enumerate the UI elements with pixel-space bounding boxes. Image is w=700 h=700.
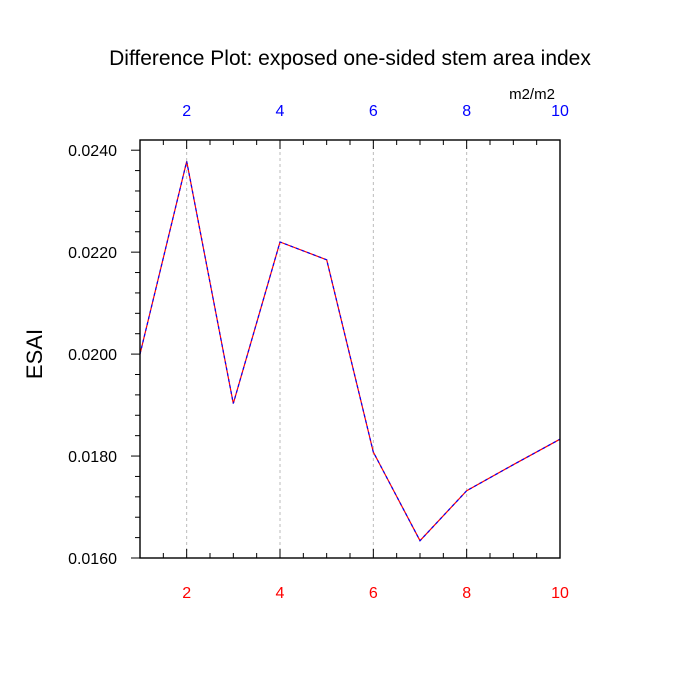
- x-tick-label-bottom: 10: [551, 585, 569, 602]
- x-tick-label-top: 2: [182, 103, 191, 120]
- y-tick-label: 0.0220: [68, 245, 117, 262]
- plot-frame: [139, 139, 561, 559]
- x-tick-label-top: 6: [369, 103, 378, 120]
- x-tick-label-bottom: 2: [182, 585, 191, 602]
- y-tick-label: 0.0240: [68, 143, 117, 160]
- units-label: m2/m2: [509, 86, 555, 103]
- y-tick-label: 0.0180: [68, 449, 117, 466]
- y-tick-label: 0.0200: [68, 347, 117, 364]
- series-line-overlay: [139, 161, 561, 542]
- chart-title: Difference Plot: exposed one-sided stem …: [109, 47, 591, 70]
- x-tick-label-top: 4: [276, 103, 285, 120]
- x-tick-label-bottom: 6: [369, 585, 378, 602]
- x-tick-label-top: 10: [551, 103, 569, 120]
- x-tick-label-bottom: 4: [276, 585, 285, 602]
- y-axis-label: ESAI: [22, 329, 47, 379]
- tick-labels: 2 2 4 4 6 6 8 8 10 10 0.0160 0.0180 0.0200 0.0220 0.02…: [68, 103, 569, 602]
- tick-marks: [131, 140, 561, 559]
- series-layer: [139, 161, 561, 542]
- x-tick-label-top: 8: [462, 103, 471, 120]
- series-line: [139, 161, 561, 542]
- x-tick-label-bottom: 8: [462, 585, 471, 602]
- y-tick-label: 0.0160: [68, 551, 117, 568]
- grid-lines: [186, 140, 468, 558]
